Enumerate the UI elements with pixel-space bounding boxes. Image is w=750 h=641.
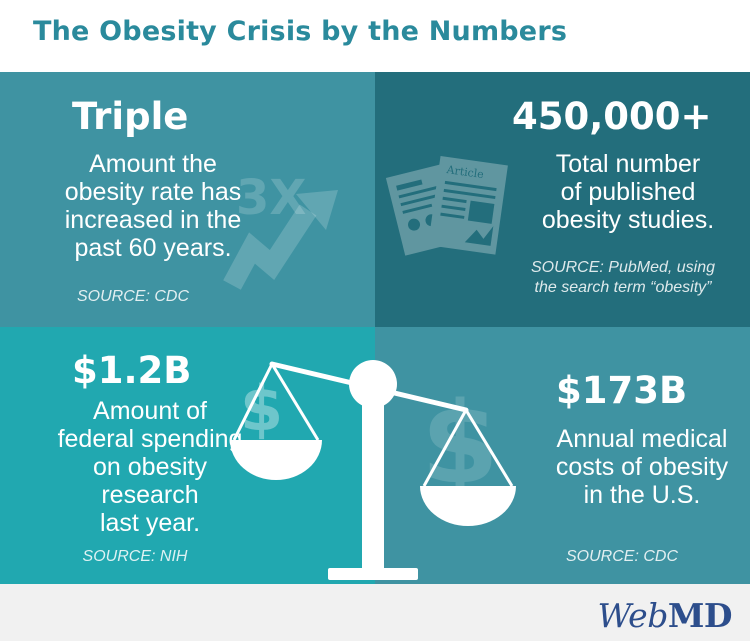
source-pubmed: SOURCE: PubMed, using the search term “o… [530,259,716,296]
stat-triple-description: Amount the obesity rate has increased in… [64,150,242,262]
source-cdc-2: SOURCE: CDC [565,548,678,565]
footer: WebMD [0,584,750,641]
page-title: The Obesity Crisis by the Numbers [33,16,568,47]
panel-obesity-rate: 3X Triple Amount the obesity rate has in… [0,72,375,327]
logo-web: Web [597,596,668,635]
stat-federal-spending: $1.2B [72,349,192,392]
stat-federal-spending-description: Amount of federal spending on obesity re… [57,397,243,537]
dollar-glyph-large: $ [421,379,499,509]
panel-federal-spending: $1.2B Amount of federal spending on obes… [0,327,375,584]
stat-medical-costs-description: Annual medical costs of obesity in the U… [555,425,729,509]
panel-studies: Article 450,000+ Total number of publish… [375,72,750,327]
stat-triple: Triple [72,95,189,138]
research-papers-icon: Article [385,156,508,256]
stat-studies-description: Total number of published obesity studie… [541,150,715,234]
logo-md: MD [667,596,733,635]
source-cdc-1: SOURCE: CDC [76,288,189,305]
upward-trend-arrow-icon: 3X [223,170,338,290]
three-x-icon-text: 3X [236,170,306,226]
article-label: Article [445,163,485,181]
source-nih: SOURCE: NIH [82,548,188,565]
panel-medical-costs: $ $173B Annual medical costs of obesity … [375,327,750,584]
stat-studies: 450,000+ [512,95,712,138]
webmd-logo[interactable]: WebMD [597,598,732,634]
header: The Obesity Crisis by the Numbers [0,0,750,72]
stat-medical-costs: $173B [556,369,688,412]
